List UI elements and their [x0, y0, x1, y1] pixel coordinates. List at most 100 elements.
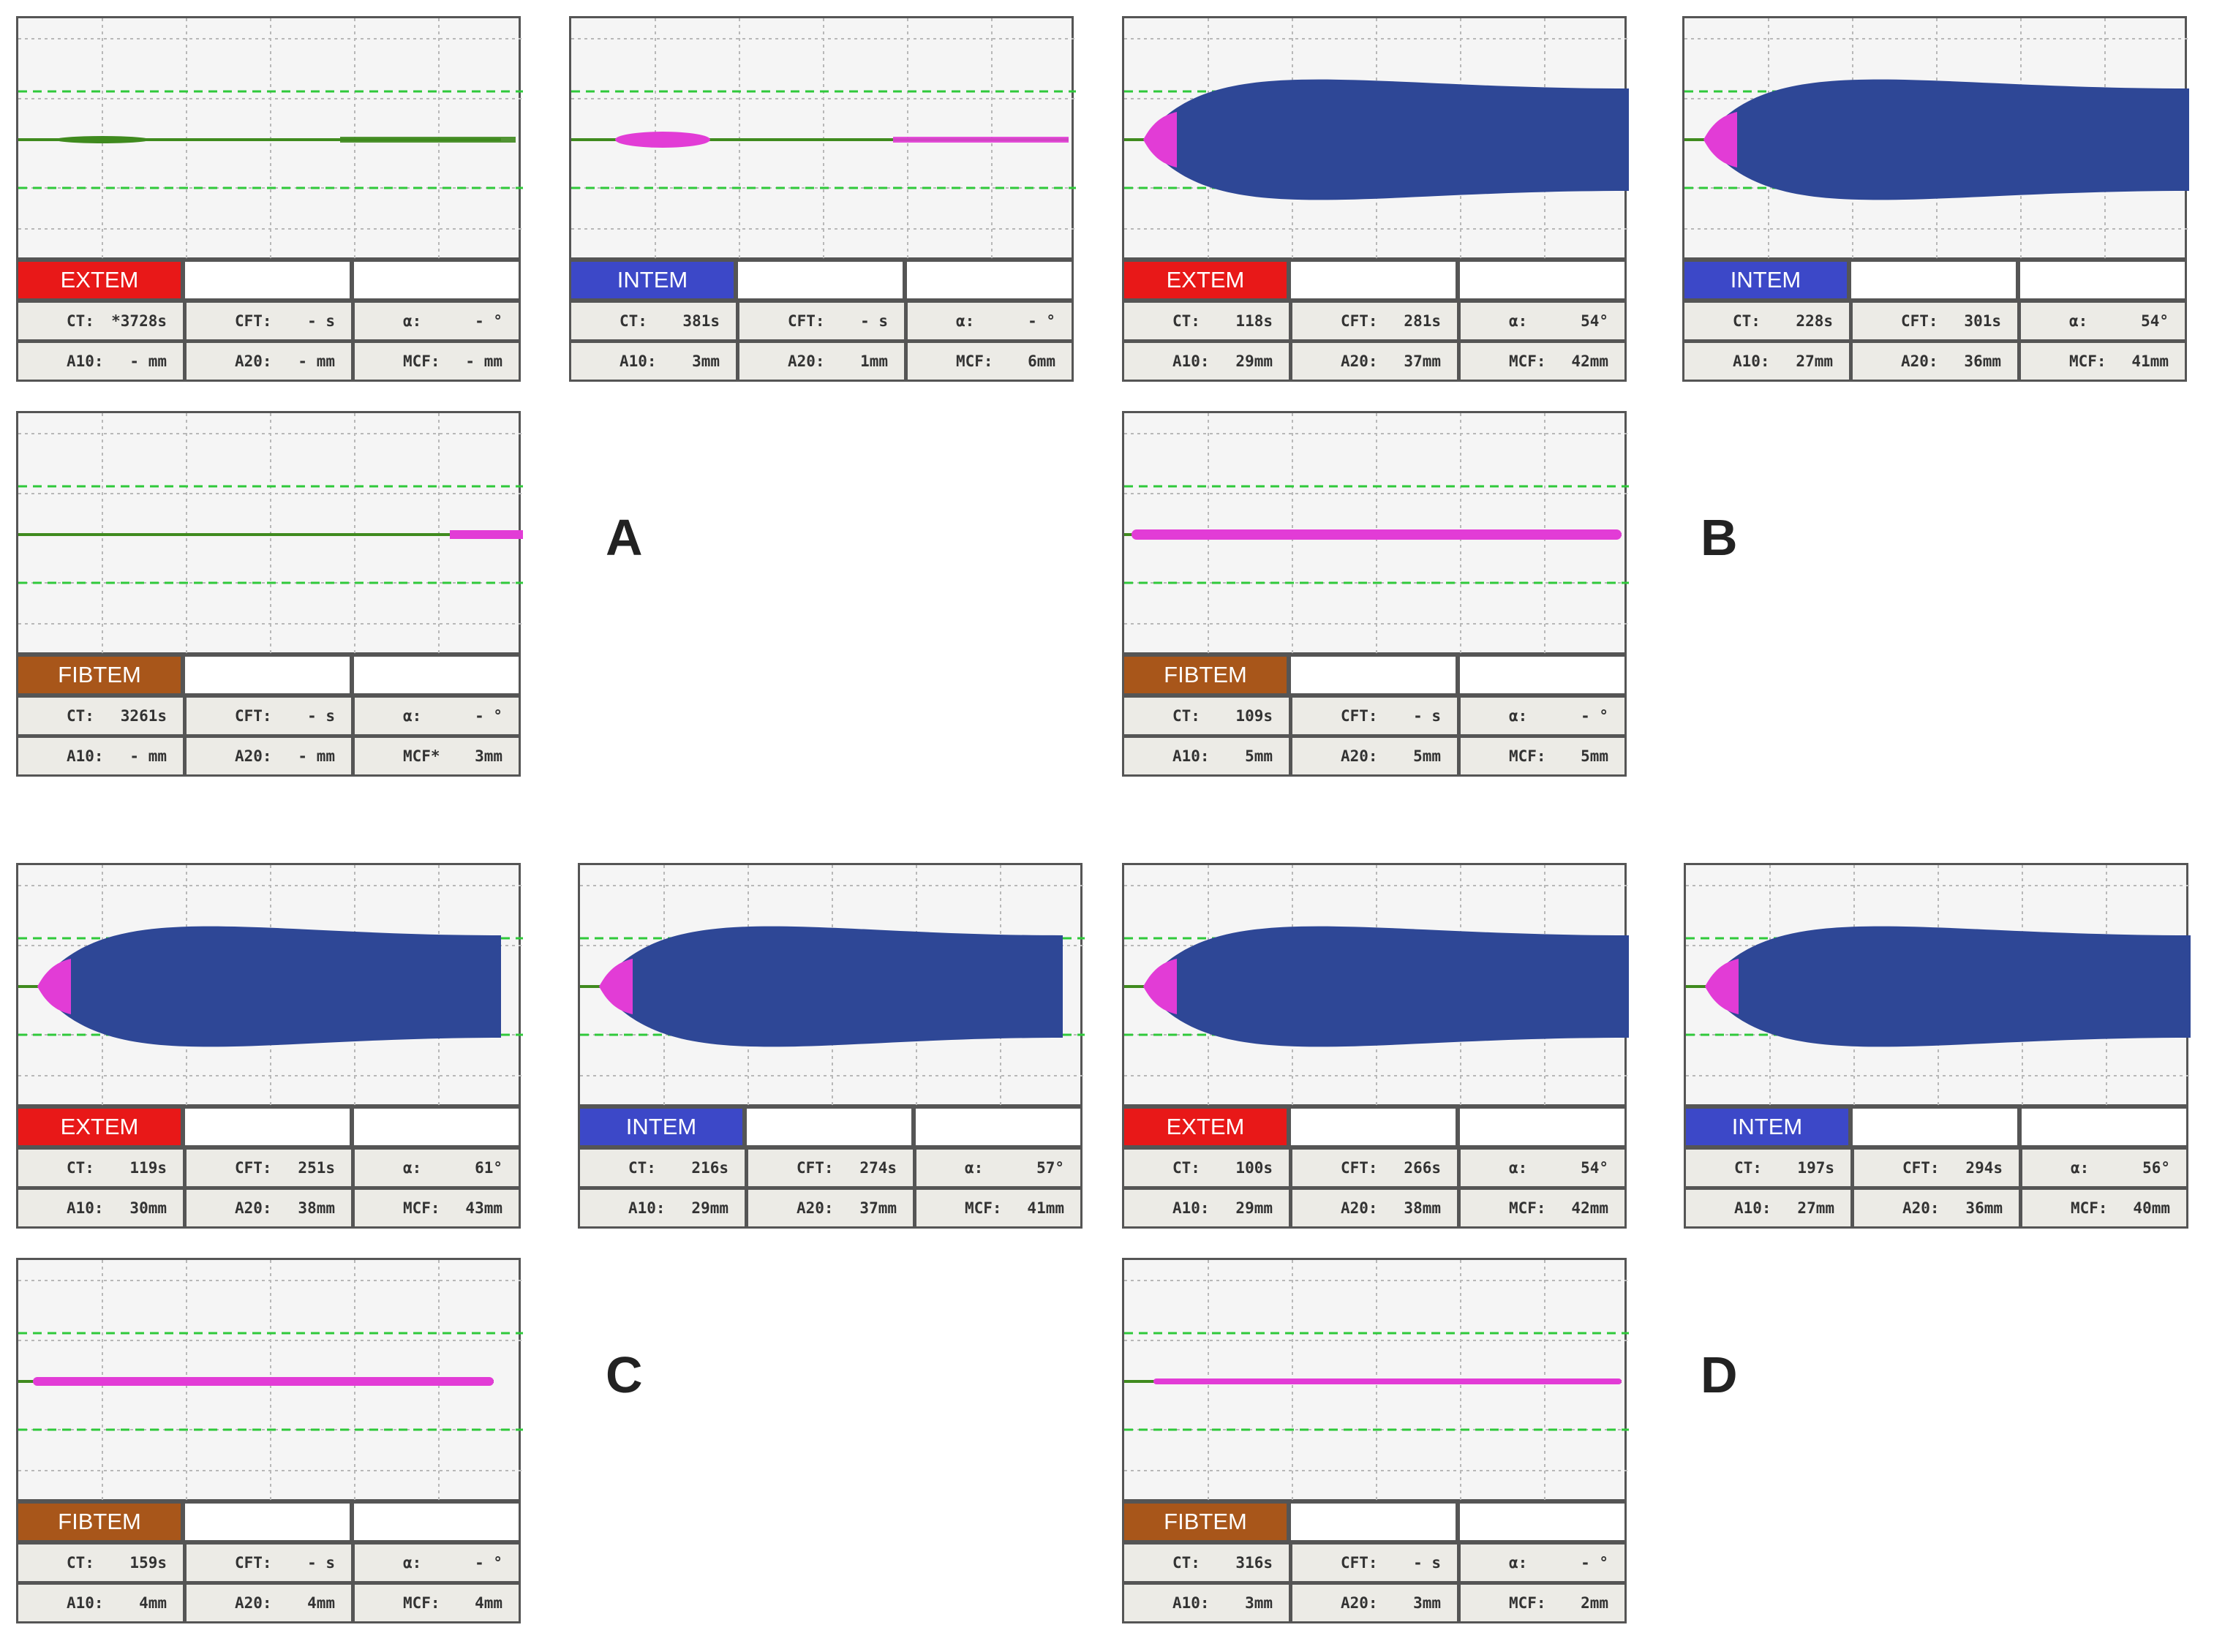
- param-value: - °: [1581, 707, 1608, 725]
- blank-cell: [2019, 1106, 2188, 1147]
- amplitude-trace: [450, 530, 523, 539]
- param-mcf: MCF: 2mm: [1458, 1583, 1627, 1623]
- param-value: - °: [1028, 312, 1055, 330]
- blank-cell: [745, 1106, 914, 1147]
- trace-area: [16, 1258, 523, 1504]
- assay-label: FIBTEM: [16, 655, 183, 695]
- assay-label: INTEM: [578, 1106, 745, 1147]
- param-label: MCF:: [403, 1594, 440, 1612]
- param-label: MCF:: [2069, 352, 2106, 370]
- param-value: 4mm: [307, 1594, 335, 1612]
- param-cft: CFT: 281s: [1290, 301, 1459, 342]
- param-cft: CFT: - s: [184, 1542, 353, 1583]
- blank-cell: [352, 655, 521, 695]
- parameter-table: INTEM CT: 381s CFT: - s α: - ° A10: 3mm A20: 1mm MC…: [569, 260, 1074, 382]
- param-ct: CT: 197s: [1684, 1147, 1853, 1188]
- param-a20: A20: 3mm: [1290, 1583, 1459, 1623]
- param-a10: A10: 27mm: [1682, 341, 1851, 382]
- param-value: - mm: [129, 747, 167, 765]
- param-mcf: MCF: 40mm: [2020, 1188, 2188, 1229]
- group-label-b: B: [1701, 509, 1738, 566]
- trace-plot: [1124, 1260, 1629, 1504]
- rotem-panel-d-fibtem: FIBTEM CT: 316s CFT: - s α: - ° A10: 3mm A20: 3mm M…: [1122, 1258, 1629, 1623]
- param-value: - s: [307, 707, 335, 725]
- param-mcf: MCF: 4mm: [353, 1583, 521, 1623]
- param-value: 5mm: [1245, 747, 1273, 765]
- param-value: 27mm: [1796, 352, 1833, 370]
- param-label: MCF:: [1509, 352, 1546, 370]
- param-label: MCF:: [403, 352, 440, 370]
- param-value: 43mm: [465, 1199, 502, 1217]
- param-value: 3mm: [692, 352, 720, 370]
- rotem-panel-c-intem: INTEM CT: 216s CFT: 274s α: 57° A10: 29mm A20: 37m…: [578, 863, 1085, 1229]
- param-label: CFT:: [1341, 707, 1378, 725]
- parameter-table: INTEM CT: 216s CFT: 274s α: 57° A10: 29mm A20: 37m…: [578, 1106, 1082, 1229]
- param-label: MCF:: [1509, 747, 1546, 765]
- param-value: - mm: [129, 352, 167, 370]
- param-label: A20:: [1341, 747, 1378, 765]
- param-cft: CFT: - s: [737, 301, 906, 342]
- trace-plot: [1124, 18, 1629, 262]
- param-label: A20:: [1341, 1594, 1378, 1612]
- param-a10: A10: 29mm: [578, 1188, 747, 1229]
- param-value: 274s: [859, 1159, 897, 1177]
- assay-label: INTEM: [1682, 260, 1849, 301]
- param-value: 197s: [1797, 1159, 1834, 1177]
- param-mcf: MCF* 3mm: [353, 736, 521, 777]
- param-label: MCF*: [403, 747, 440, 765]
- blank-cell: [736, 260, 905, 301]
- blank-cell: [1849, 260, 2018, 301]
- rotem-panel-a-intem: INTEM CT: 381s CFT: - s α: - ° A10: 3mm A20: 1mm MC…: [569, 16, 1076, 382]
- param-cft: CFT: 301s: [1850, 301, 2019, 342]
- group-label-a: A: [606, 509, 643, 566]
- group-label-c: C: [606, 1346, 643, 1403]
- param-value: 266s: [1404, 1159, 1441, 1177]
- param-label: CT:: [1172, 312, 1200, 330]
- param-a10: A10: - mm: [16, 736, 185, 777]
- amplitude-trace: [55, 136, 150, 143]
- param-label: CT:: [1172, 707, 1200, 725]
- blank-cell: [1289, 1501, 1458, 1542]
- blank-cell: [1850, 1106, 2019, 1147]
- param-alpha: α: - °: [353, 1542, 521, 1583]
- param-label: CFT:: [1902, 1159, 1940, 1177]
- trace-area: [1682, 16, 2189, 262]
- trace-area: [16, 863, 523, 1109]
- param-label: MCF:: [403, 1199, 440, 1217]
- param-label: A10:: [67, 352, 104, 370]
- param-cft: CFT: - s: [184, 301, 353, 342]
- clot-firmness-trace: [1143, 926, 1629, 1047]
- param-label: A10:: [67, 747, 104, 765]
- trace-plot: [580, 865, 1085, 1109]
- initiation-trace: [1143, 112, 1177, 167]
- param-a10: A10: - mm: [16, 341, 185, 382]
- param-label: α:: [403, 1159, 422, 1177]
- param-label: CFT:: [235, 312, 272, 330]
- initiation-trace: [1705, 959, 1739, 1014]
- param-label: α:: [1509, 1554, 1528, 1572]
- amplitude-trace: [33, 1377, 494, 1386]
- param-value: 29mm: [691, 1199, 728, 1217]
- param-ct: CT: 118s: [1122, 301, 1291, 342]
- param-value: 36mm: [1964, 352, 2001, 370]
- param-value: 38mm: [298, 1199, 335, 1217]
- param-label: α:: [1509, 312, 1528, 330]
- param-a20: A20: 36mm: [1852, 1188, 2021, 1229]
- param-label: MCF:: [1509, 1594, 1546, 1612]
- param-value: 119s: [129, 1159, 167, 1177]
- param-label: CFT:: [797, 1159, 834, 1177]
- param-value: 228s: [1796, 312, 1833, 330]
- blank-cell: [1458, 1501, 1627, 1542]
- param-value: 57°: [1036, 1159, 1064, 1177]
- param-label: A20:: [1901, 352, 1938, 370]
- param-value: - s: [307, 1554, 335, 1572]
- param-label: MCF:: [2071, 1199, 2108, 1217]
- trace-area: [1122, 863, 1629, 1109]
- param-label: A20:: [235, 1594, 272, 1612]
- param-label: A10:: [1172, 747, 1210, 765]
- param-cft: CFT: 266s: [1290, 1147, 1459, 1188]
- rotem-panel-a-fibtem: FIBTEM CT: 3261s CFT: - s α: - ° A10: - mm A20: - …: [16, 411, 523, 777]
- param-label: A20:: [235, 1199, 272, 1217]
- clot-firmness-trace: [1705, 926, 2191, 1047]
- param-label: CT:: [67, 312, 94, 330]
